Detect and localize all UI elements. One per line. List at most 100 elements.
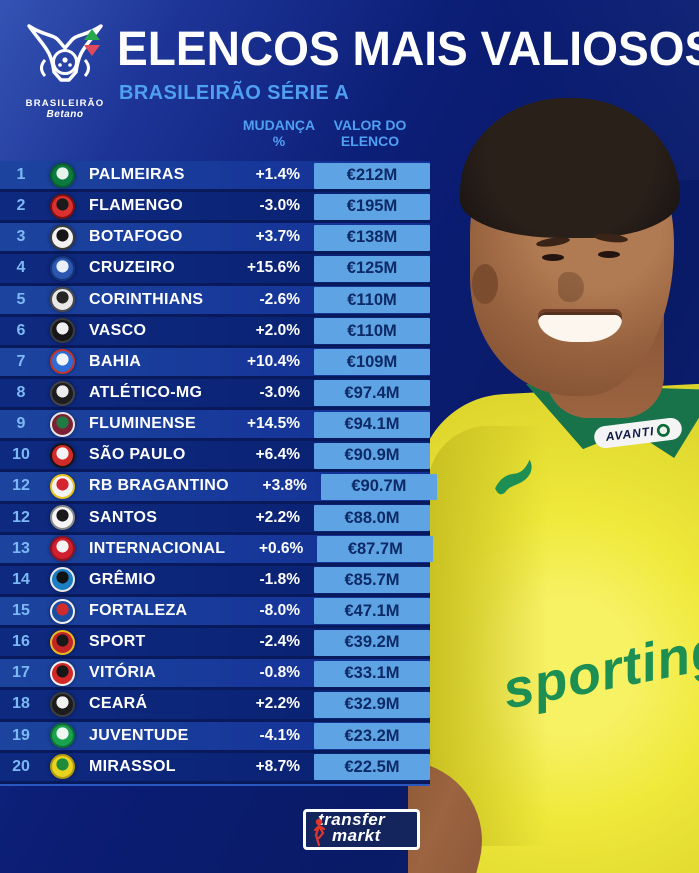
value-cell: €195M — [314, 193, 430, 220]
down-arrow-icon — [84, 45, 100, 56]
value-cell: €90.7M — [320, 473, 437, 500]
brasileirao-trophy-icon — [27, 24, 103, 82]
rank-cell: 2 — [16, 197, 26, 215]
club-name: SANTOS — [89, 508, 158, 526]
change-cell: -8.0% — [259, 602, 301, 620]
club-crest-icon — [49, 567, 75, 593]
rank-cell: 5 — [16, 290, 26, 308]
rank-cell: 9 — [16, 415, 26, 433]
club-name: BOTAFOGO — [89, 228, 183, 246]
rank-cell: 14 — [12, 570, 30, 588]
rank-cell: 8 — [16, 384, 26, 402]
column-header-value-l2: ELENCO — [340, 133, 400, 149]
change-cell: -3.0% — [259, 384, 301, 402]
club-name: MIRASSOL — [89, 757, 176, 775]
value-cell: €23.2M — [314, 723, 430, 750]
value-cell: €138M — [314, 224, 430, 251]
club-name: VITÓRIA — [89, 664, 156, 682]
player-smile — [538, 312, 622, 342]
player-hair — [460, 98, 680, 238]
club-crest-icon — [49, 598, 75, 624]
value-cell-wrap: €109M — [314, 348, 430, 376]
club-crest-icon — [49, 536, 75, 562]
value-cell-wrap: €110M — [314, 317, 430, 345]
value-cell-wrap: €85.7M — [314, 566, 430, 594]
change-cell: +8.7% — [255, 757, 300, 775]
table-row: 12 RB BRAGANTINO +3.8% €90.7M — [0, 472, 437, 504]
change-cell: -2.4% — [259, 633, 301, 651]
value-cell-wrap: €22.5M — [314, 753, 430, 781]
rank-cell: 16 — [12, 633, 30, 651]
club-name: BAHIA — [89, 352, 142, 370]
change-cell: +2.0% — [255, 321, 300, 339]
value-cell: €32.9M — [314, 691, 430, 718]
up-arrow-icon — [84, 29, 100, 40]
club-name: PALMEIRAS — [89, 166, 185, 184]
change-cell: +2.2% — [255, 508, 300, 526]
club-name: SÃO PAULO — [89, 446, 186, 464]
change-cell: -0.8% — [259, 664, 301, 682]
change-cell: -3.0% — [259, 197, 301, 215]
change-cell: +3.7% — [255, 228, 300, 246]
value-cell: €22.5M — [314, 754, 430, 781]
table-row: 18 CEARÁ +2.2% €32.9M — [0, 690, 430, 722]
rank-cell: 17 — [12, 664, 30, 682]
rank-cell: 12 — [12, 508, 30, 526]
column-header-change: MUDANÇA% — [219, 117, 339, 149]
table-row: 1 PALMEIRAS +1.4% €212M — [0, 161, 430, 193]
change-cell: +1.4% — [255, 166, 300, 184]
value-cell: €212M — [314, 162, 430, 189]
page-subtitle: BRASILEIRÃO SÉRIE A — [119, 82, 350, 104]
table-row: 6 VASCO +2.0% €110M — [0, 316, 430, 348]
table-row: 10 SÃO PAULO +6.4% €90.9M — [0, 441, 430, 473]
avanti-patch-label: AVANTI — [604, 424, 656, 444]
table-row: 8 ATLÉTICO-MG -3.0% €97.4M — [0, 378, 430, 411]
table-row: 17 VITÓRIA -0.8% €33.1M — [0, 659, 430, 691]
club-name: FLUMINENSE — [89, 415, 196, 433]
club-name: FLAMENGO — [89, 197, 183, 215]
value-cell-wrap: €90.7M — [320, 472, 437, 500]
rank-cell: 3 — [16, 228, 26, 246]
club-crest-icon — [49, 224, 75, 250]
table-row: 5 CORINTHIANS -2.6% €110M — [0, 285, 430, 317]
value-cell-wrap: €195M — [314, 192, 430, 220]
table-row: 2 FLAMENGO -3.0% €195M — [0, 192, 430, 224]
value-cell: €47.1M — [314, 598, 430, 625]
value-cell: €110M — [314, 318, 430, 345]
table-row: 4 CRUZEIRO +15.6% €125M — [0, 254, 430, 286]
change-arrows — [84, 29, 100, 59]
rank-cell: 18 — [12, 695, 30, 713]
value-cell-wrap: €32.9M — [314, 690, 430, 718]
page-title: ELENCOS MAIS VALIOSOS — [117, 23, 699, 76]
transfermarkt-text-line1: transfer — [318, 810, 386, 829]
value-cell-wrap: €39.2M — [314, 628, 430, 656]
column-header-value-l1: VALOR DO — [333, 117, 407, 133]
club-name: JUVENTUDE — [89, 726, 189, 744]
club-name: INTERNACIONAL — [89, 539, 226, 557]
value-cell: €94.1M — [314, 411, 430, 438]
value-cell: €110M — [314, 287, 430, 314]
club-crest-icon — [49, 442, 75, 468]
table-row: 15 FORTALEZA -8.0% €47.1M — [0, 596, 430, 629]
table-end-divider — [0, 784, 430, 786]
value-cell-wrap: €47.1M — [314, 597, 430, 625]
transfermarkt-text-line2: markt — [332, 826, 381, 845]
value-cell: €39.2M — [314, 629, 430, 656]
value-cell-wrap: €88.0M — [314, 504, 430, 532]
club-crest-icon — [49, 723, 75, 749]
club-crest-icon — [49, 193, 75, 219]
puma-logo-icon — [495, 459, 532, 495]
club-crest-icon — [49, 691, 75, 717]
club-name: GRÊMIO — [89, 570, 156, 588]
club-crest-icon — [49, 754, 75, 780]
club-crest-icon — [49, 473, 75, 499]
rank-cell: 10 — [12, 446, 30, 464]
table-row: 12 SANTOS +2.2% €88.0M — [0, 503, 430, 535]
rank-cell: 15 — [12, 602, 30, 620]
club-crest-icon — [49, 411, 75, 437]
rank-cell: 13 — [12, 539, 30, 557]
value-cell: €88.0M — [314, 505, 430, 532]
table-row: 20 MIRASSOL +8.7% €22.5M — [0, 752, 430, 784]
table-row: 7 BAHIA +10.4% €109M — [0, 347, 430, 379]
